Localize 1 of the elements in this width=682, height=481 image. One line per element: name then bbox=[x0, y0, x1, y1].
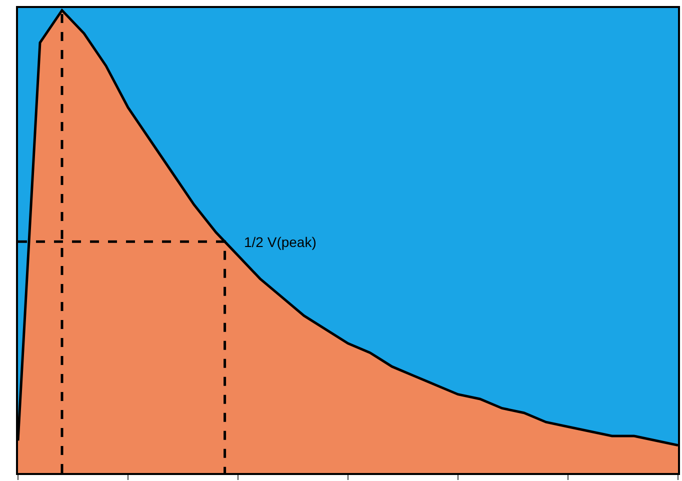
annotation: 1/2 V(peak) bbox=[244, 234, 316, 250]
